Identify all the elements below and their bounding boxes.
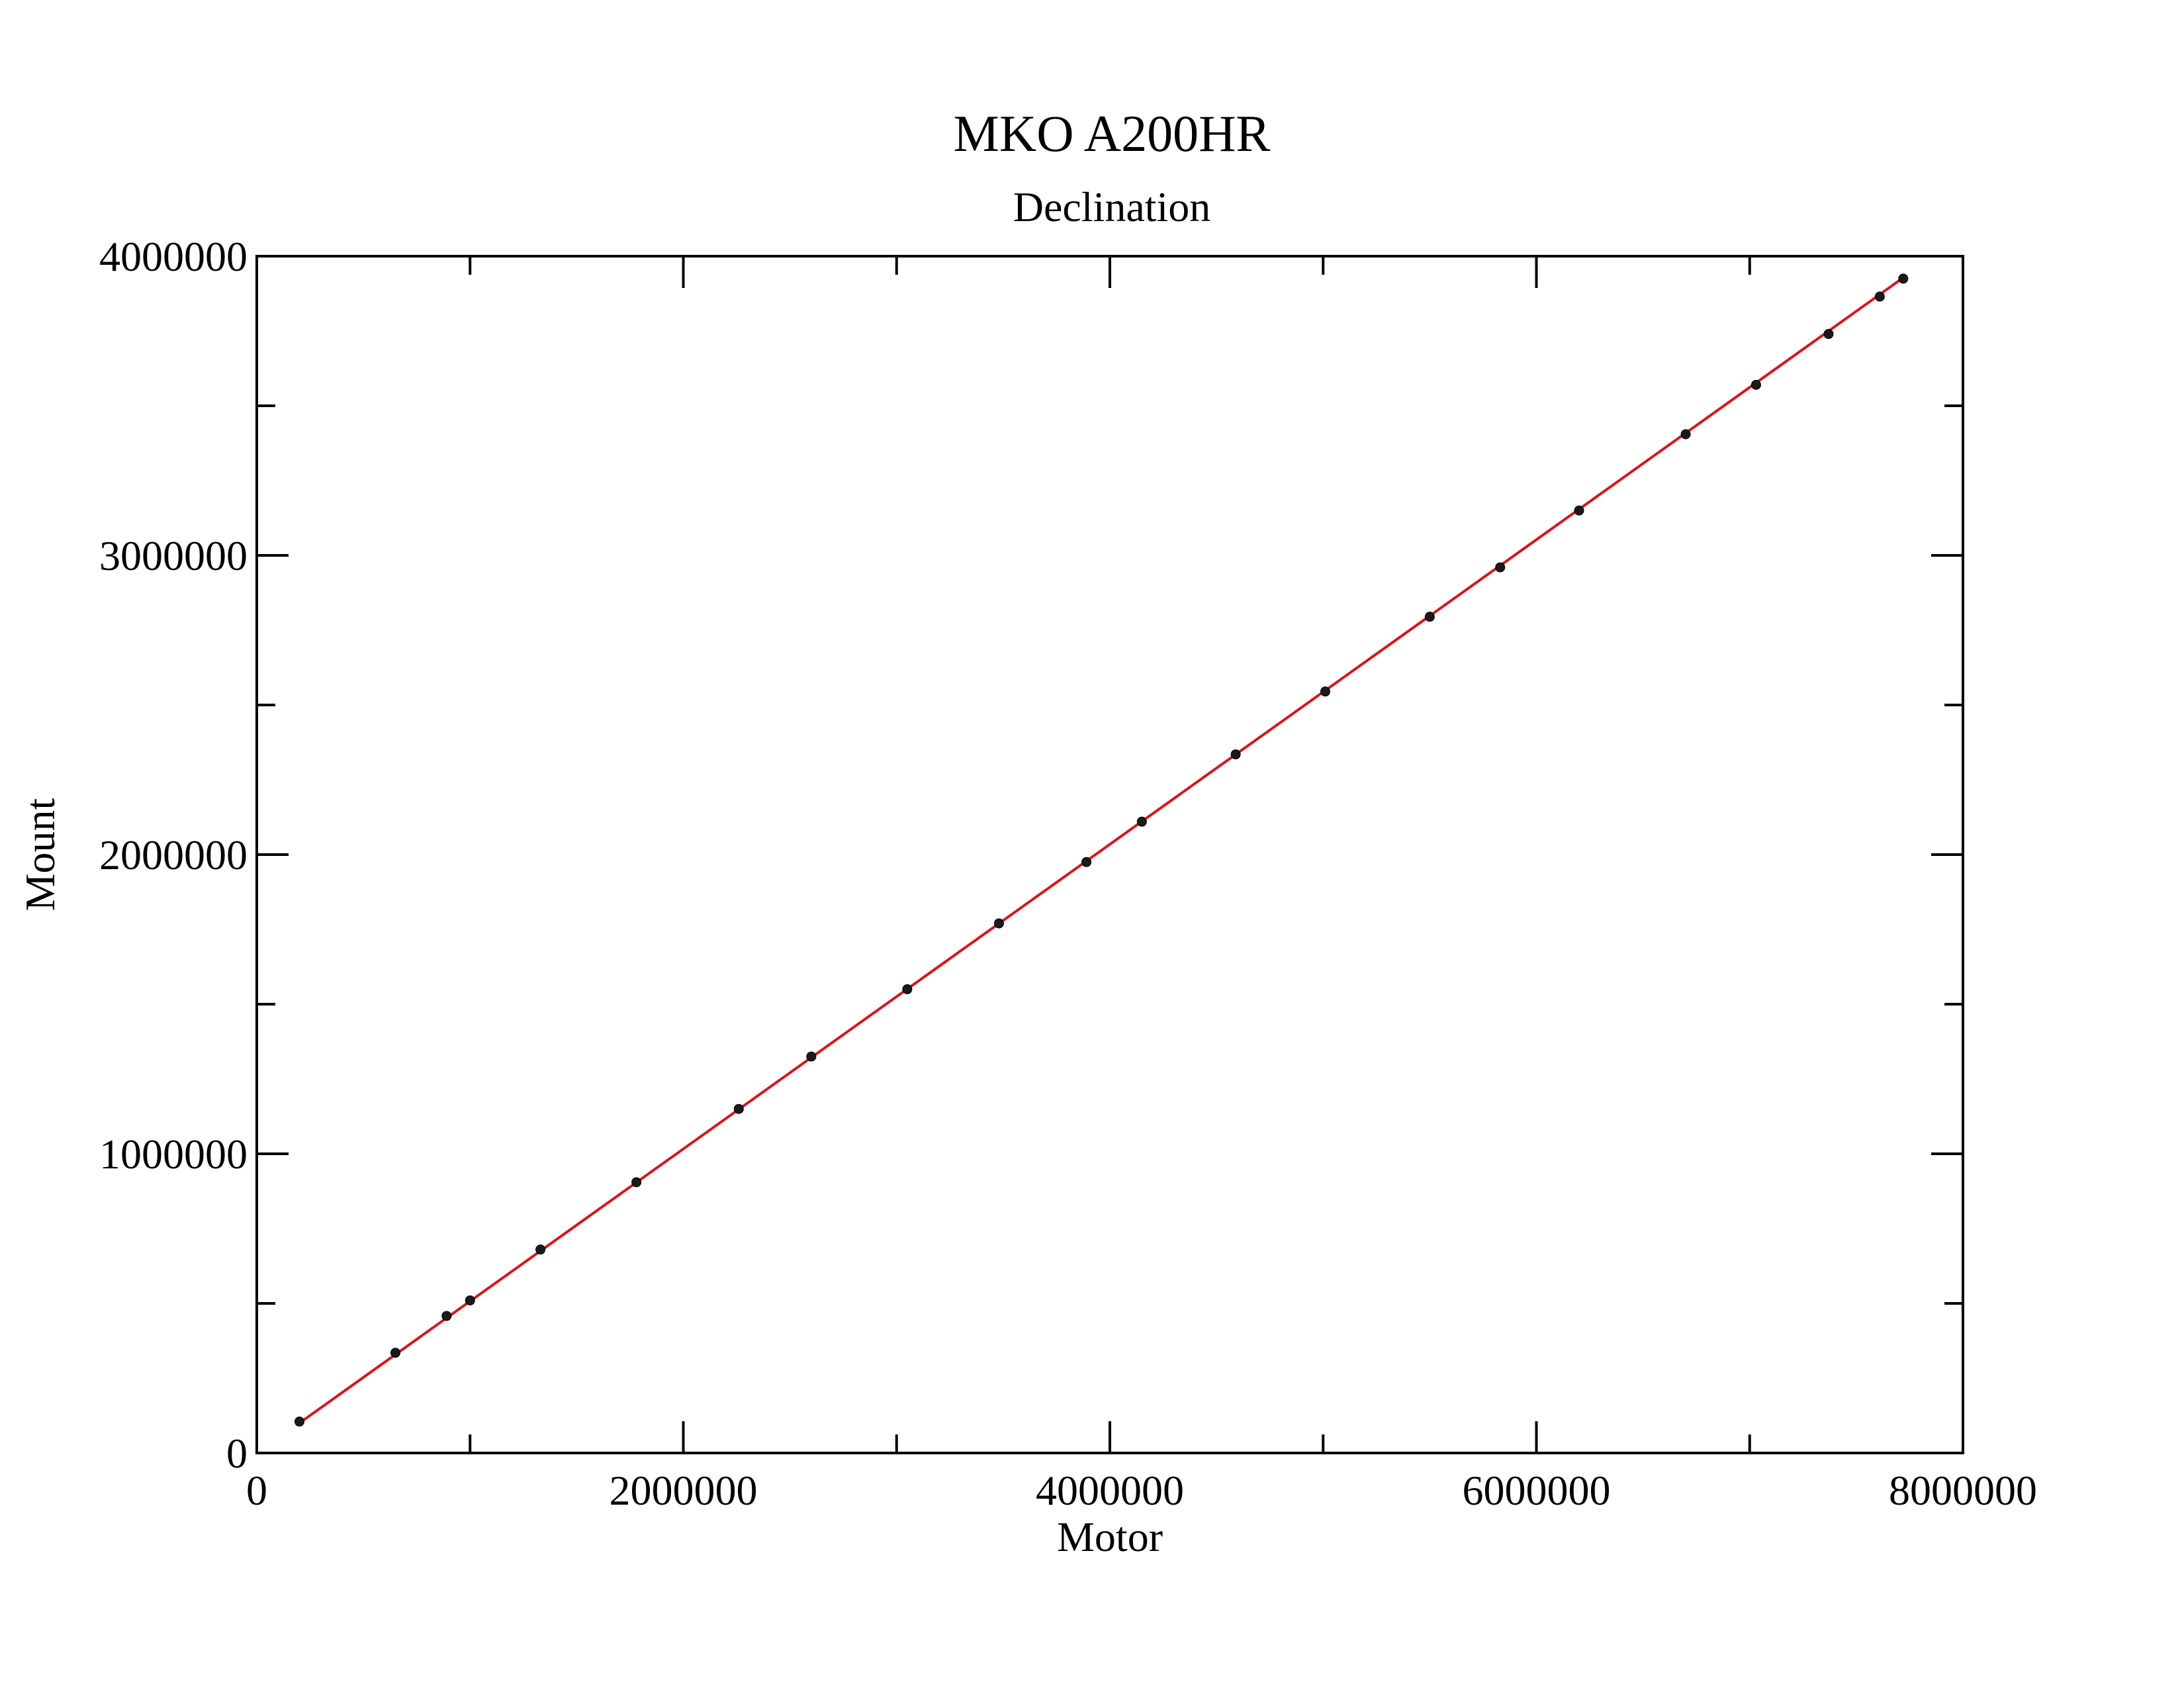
series-layer: [294, 273, 1909, 1427]
chart-title: MKO A200HR: [954, 105, 1271, 162]
y-tick-label: 4000000: [99, 233, 248, 280]
data-point: [1874, 291, 1885, 302]
data-point: [390, 1348, 400, 1358]
x-axis-tick-labels: 0 2000000 4000000 6000000 8000000: [246, 1467, 2037, 1514]
chart-subtitle: Declination: [1013, 183, 1211, 230]
y-tick-label: 3000000: [99, 532, 248, 579]
data-point: [806, 1051, 817, 1062]
data-point: [631, 1177, 642, 1188]
x-tick-label: 6000000: [1463, 1467, 1611, 1514]
data-point: [733, 1103, 744, 1114]
y-tick-label: 2000000: [99, 831, 248, 878]
data-point: [1823, 329, 1834, 340]
data-point: [1495, 562, 1506, 573]
data-point: [535, 1244, 546, 1255]
data-point: [1680, 429, 1691, 440]
data-point: [1136, 816, 1147, 827]
x-tick-label: 2000000: [610, 1467, 758, 1514]
y-tick-label: 1000000: [99, 1131, 248, 1178]
fit-line: [298, 276, 1904, 1425]
data-point: [441, 1311, 452, 1321]
data-point: [1230, 749, 1241, 760]
data-point: [294, 1417, 304, 1427]
data-point: [1574, 505, 1584, 516]
data-point: [1898, 273, 1909, 284]
data-point: [465, 1295, 475, 1305]
x-axis-ticks: [255, 256, 1964, 1453]
y-tick-label: 0: [226, 1430, 248, 1477]
data-point: [1751, 379, 1761, 390]
x-axis-label: Motor: [1057, 1513, 1163, 1560]
plot-frame: [255, 255, 1964, 1454]
y-axis-ticks: [257, 255, 1963, 1454]
data-point: [902, 984, 913, 994]
y-axis-label: Mount: [17, 798, 64, 911]
data-point: [1081, 857, 1092, 867]
data-point: [1424, 612, 1435, 622]
y-axis-tick-labels: 0 1000000 2000000 3000000 4000000: [99, 233, 248, 1477]
data-point: [1320, 686, 1330, 697]
x-tick-label: 8000000: [1889, 1467, 2037, 1514]
x-tick-label: 4000000: [1036, 1467, 1184, 1514]
data-point: [993, 918, 1004, 929]
x-tick-label: 0: [246, 1467, 267, 1514]
